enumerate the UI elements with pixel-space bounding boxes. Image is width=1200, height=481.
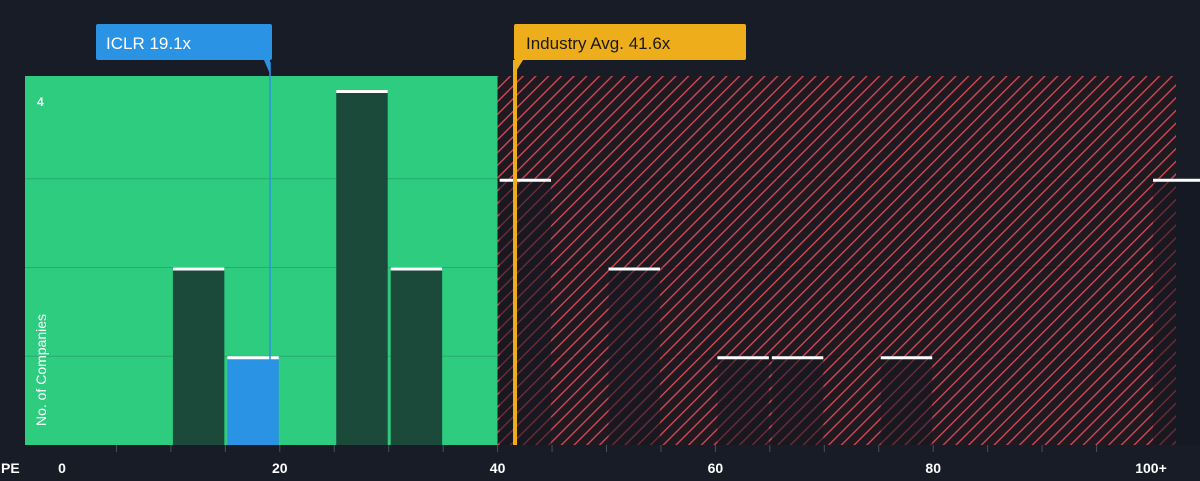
x-tick-label: 100+ [1135, 460, 1167, 476]
industry-label-pointer [513, 60, 524, 76]
histogram-bar [390, 267, 443, 445]
x-tick-label: 40 [490, 460, 506, 476]
histogram-bar [608, 267, 660, 445]
histogram-bar [499, 178, 552, 445]
industry-marker-line [513, 62, 518, 445]
x-axis-label: PE [1, 460, 20, 476]
histogram-bar [336, 90, 388, 445]
company-label-pointer [263, 60, 270, 74]
y-tick-label: 4 [37, 95, 44, 109]
industry-label-box [514, 24, 746, 60]
company-label-box [96, 24, 272, 60]
x-tick-label: 60 [708, 460, 724, 476]
histogram-bar [227, 356, 279, 445]
x-tick-label: 0 [58, 460, 66, 476]
histogram-bar [1153, 178, 1200, 445]
histogram-bar [771, 356, 824, 445]
industry-label: Industry Avg. 41.6x [526, 34, 671, 53]
x-tick-label: 20 [272, 460, 288, 476]
x-tick-label: 80 [925, 460, 941, 476]
histogram-bar [880, 356, 933, 445]
histogram-bar [172, 267, 225, 445]
y-axis-label: No. of Companies [33, 314, 49, 426]
company-label: ICLR 19.1x [106, 34, 192, 53]
histogram-bar [717, 356, 769, 445]
overvalued-zone [497, 76, 1177, 445]
